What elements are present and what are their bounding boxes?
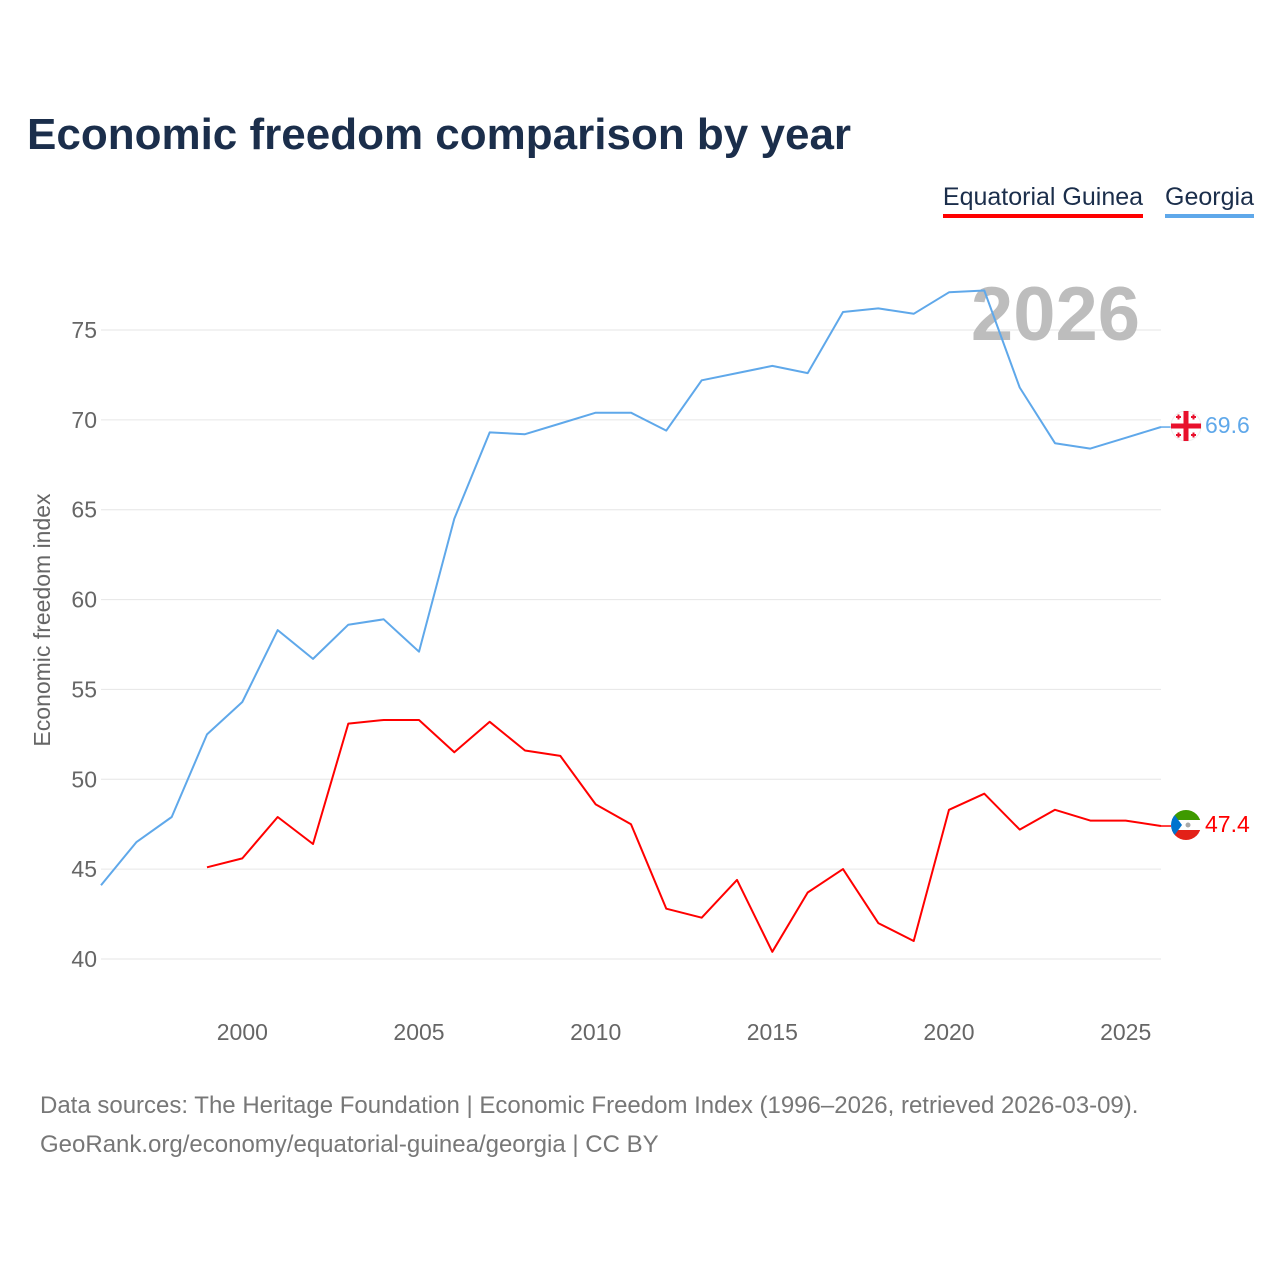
- equatorial-guinea-flag-icon: [1171, 810, 1201, 840]
- legend-item-equatorial-guinea[interactable]: Equatorial Guinea: [942, 183, 1144, 218]
- legend: Equatorial Guinea Georgia: [942, 183, 1254, 218]
- x-tick-label: 2000: [217, 1019, 268, 1045]
- series-line-equatorial-guinea: [206, 719, 1162, 953]
- legend-item-georgia[interactable]: Georgia: [1165, 183, 1254, 218]
- y-tick-label: 75: [71, 317, 97, 343]
- end-label-georgia: 69.6: [1205, 412, 1250, 438]
- y-tick-label: 40: [71, 946, 97, 972]
- y-tick-label: 60: [71, 587, 97, 613]
- x-tick-label: 2025: [1100, 1019, 1151, 1045]
- y-tick-label: 55: [71, 676, 97, 702]
- chart-title: Economic freedom comparison by year: [27, 110, 852, 159]
- x-tick-label: 2005: [393, 1019, 444, 1045]
- x-tick-label: 2015: [747, 1019, 798, 1045]
- source-line-2[interactable]: GeoRank.org/economy/equatorial-guinea/ge…: [40, 1131, 659, 1158]
- series-line-georgia: [100, 289, 1162, 886]
- y-tick-label: 45: [71, 856, 97, 882]
- x-tick-label: 2020: [923, 1019, 974, 1045]
- georgia-flag-icon: [1170, 410, 1202, 442]
- y-tick-label: 65: [71, 497, 97, 523]
- y-tick-label: 70: [71, 407, 97, 433]
- source-line-1: Data sources: The Heritage Foundation | …: [40, 1092, 1139, 1119]
- source-note: Data sources: The Heritage Foundation | …: [40, 1086, 1138, 1164]
- y-axis-label: Economic freedom index: [29, 493, 55, 747]
- x-tick-label: 2010: [570, 1019, 621, 1045]
- year-watermark: 2026: [971, 272, 1140, 357]
- end-label-equatorial-guinea: 47.4: [1205, 811, 1250, 837]
- y-tick-label: 50: [71, 766, 97, 792]
